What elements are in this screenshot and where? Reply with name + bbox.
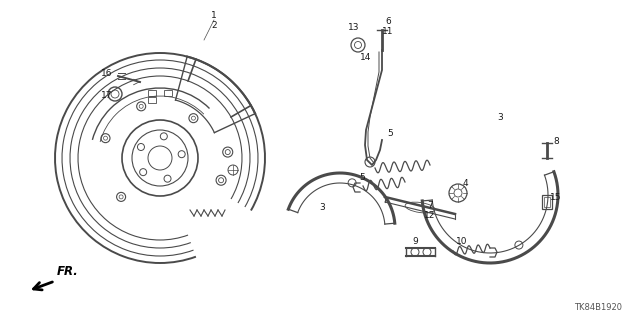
Text: FR.: FR. xyxy=(57,265,79,278)
Text: 9: 9 xyxy=(412,238,418,247)
Text: 2: 2 xyxy=(211,20,217,29)
Text: 17: 17 xyxy=(101,92,113,100)
Text: 14: 14 xyxy=(360,53,372,62)
Text: 13: 13 xyxy=(348,24,360,33)
Text: 8: 8 xyxy=(553,137,559,146)
Text: 15: 15 xyxy=(550,194,562,203)
Bar xyxy=(164,90,172,96)
Text: 1: 1 xyxy=(211,11,217,20)
Text: 3: 3 xyxy=(319,204,325,212)
Text: 11: 11 xyxy=(382,27,394,36)
Text: 5: 5 xyxy=(359,174,365,182)
Text: 16: 16 xyxy=(101,69,113,78)
Bar xyxy=(542,195,552,209)
Bar xyxy=(544,197,550,207)
Text: 5: 5 xyxy=(387,129,393,137)
Text: TK84B1920: TK84B1920 xyxy=(574,303,622,313)
Text: 4: 4 xyxy=(462,179,468,188)
Text: 7: 7 xyxy=(427,201,433,210)
Bar xyxy=(148,90,156,96)
Text: 6: 6 xyxy=(385,18,391,26)
Bar xyxy=(148,97,156,103)
Text: 10: 10 xyxy=(456,238,468,247)
Text: 3: 3 xyxy=(497,114,503,122)
Text: 12: 12 xyxy=(424,211,436,219)
